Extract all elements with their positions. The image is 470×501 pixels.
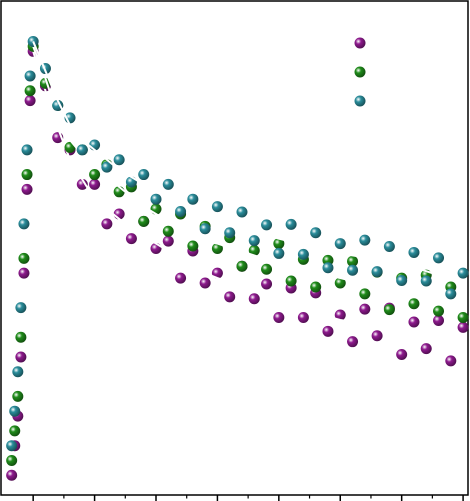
data-point bbox=[347, 336, 359, 348]
data-point bbox=[334, 277, 346, 289]
data-point bbox=[261, 263, 273, 275]
data-point bbox=[21, 169, 33, 181]
data-point bbox=[457, 312, 469, 324]
data-point bbox=[334, 309, 346, 321]
data-point bbox=[347, 255, 359, 267]
data-point bbox=[420, 343, 432, 355]
data-point bbox=[334, 238, 346, 250]
data-point bbox=[12, 390, 24, 402]
data-point bbox=[224, 291, 236, 303]
data-point bbox=[187, 193, 199, 205]
data-point bbox=[211, 243, 223, 254]
data-point bbox=[248, 235, 260, 247]
data-point bbox=[371, 330, 383, 342]
data-point bbox=[310, 227, 322, 239]
data-point bbox=[138, 169, 150, 181]
data-point bbox=[297, 312, 309, 324]
data-point bbox=[101, 218, 113, 230]
data-point bbox=[248, 293, 260, 305]
data-point bbox=[24, 70, 36, 82]
legend-marker bbox=[354, 66, 366, 78]
data-point bbox=[322, 325, 334, 337]
data-point bbox=[396, 348, 408, 360]
data-point bbox=[445, 355, 457, 367]
fit-line bbox=[32, 51, 464, 339]
fit-line bbox=[32, 41, 464, 284]
data-point bbox=[457, 321, 469, 333]
data-point bbox=[261, 278, 273, 290]
data-point bbox=[21, 183, 33, 195]
data-point bbox=[162, 178, 174, 190]
data-point bbox=[371, 266, 383, 278]
data-point bbox=[347, 264, 359, 276]
data-point bbox=[9, 425, 21, 437]
data-point bbox=[18, 267, 30, 279]
data-point bbox=[248, 244, 260, 256]
data-point bbox=[21, 144, 33, 156]
legend-marker bbox=[354, 95, 366, 107]
data-point bbox=[285, 218, 297, 230]
data-point bbox=[6, 469, 18, 481]
data-point bbox=[359, 303, 371, 315]
data-point bbox=[383, 241, 395, 253]
data-point bbox=[433, 252, 445, 264]
fit-line bbox=[32, 46, 464, 299]
data-point bbox=[199, 277, 211, 289]
data-point bbox=[113, 154, 125, 166]
data-point bbox=[175, 206, 187, 218]
data-point bbox=[15, 331, 27, 343]
data-point bbox=[383, 304, 395, 316]
data-point bbox=[150, 193, 162, 205]
data-point bbox=[273, 312, 285, 324]
data-point bbox=[224, 227, 236, 239]
data-point bbox=[310, 281, 322, 293]
data-point bbox=[138, 215, 150, 227]
data-point bbox=[101, 161, 113, 173]
data-point bbox=[408, 298, 420, 310]
data-point bbox=[236, 260, 248, 272]
data-point bbox=[297, 248, 309, 260]
data-point bbox=[433, 314, 445, 326]
data-point bbox=[408, 246, 420, 258]
data-point bbox=[285, 275, 297, 287]
data-point bbox=[408, 316, 420, 328]
data-point bbox=[420, 275, 432, 287]
data-point bbox=[6, 440, 18, 452]
data-point bbox=[18, 218, 30, 230]
data-point bbox=[199, 223, 211, 235]
data-point bbox=[6, 454, 18, 466]
data-point bbox=[175, 272, 187, 284]
data-point bbox=[89, 169, 101, 181]
data-point bbox=[322, 262, 334, 274]
data-point bbox=[211, 201, 223, 213]
data-point bbox=[162, 235, 174, 247]
data-point bbox=[12, 366, 24, 378]
data-point bbox=[9, 405, 21, 417]
data-point bbox=[162, 225, 174, 237]
data-point bbox=[187, 240, 199, 252]
data-point bbox=[18, 252, 30, 264]
data-point bbox=[24, 85, 36, 97]
data-point bbox=[273, 247, 285, 259]
data-point bbox=[15, 302, 27, 314]
data-point bbox=[24, 95, 36, 107]
legend-marker bbox=[354, 37, 366, 49]
data-point bbox=[433, 305, 445, 317]
data-point bbox=[15, 351, 27, 363]
data-point bbox=[273, 238, 285, 250]
data-point bbox=[445, 288, 457, 300]
data-point bbox=[236, 206, 248, 218]
data-point bbox=[125, 233, 137, 245]
data-point bbox=[359, 234, 371, 246]
data-point bbox=[261, 219, 273, 231]
data-point bbox=[89, 178, 101, 190]
data-point bbox=[396, 275, 408, 287]
data-point bbox=[76, 144, 88, 156]
data-point bbox=[457, 267, 469, 279]
data-point bbox=[359, 288, 371, 300]
data-point bbox=[76, 178, 88, 190]
